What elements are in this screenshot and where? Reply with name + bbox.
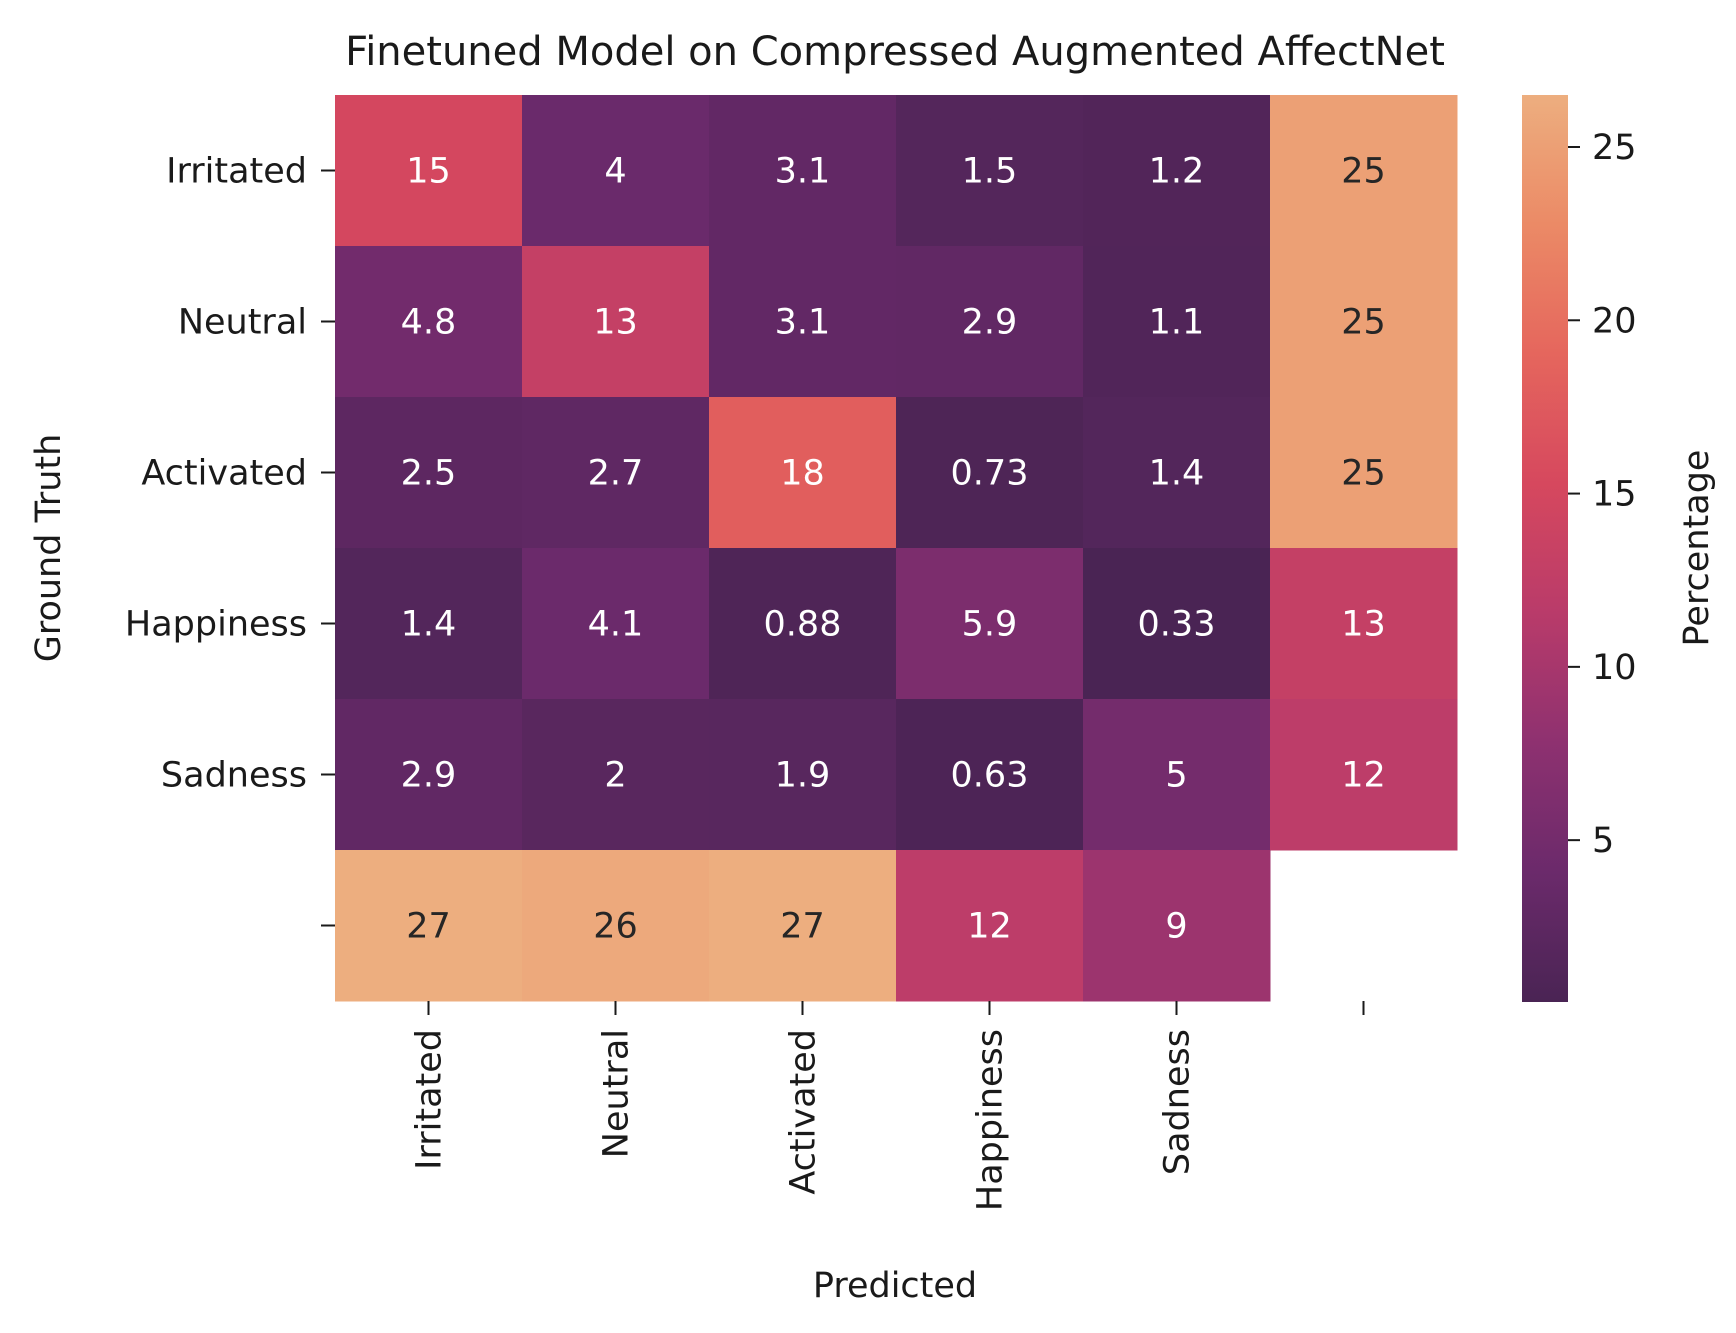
heatmap-cell [709, 246, 897, 398]
cell-value-label: 25 [1341, 454, 1386, 494]
y-tick-label: Neutral [178, 303, 307, 343]
cell-value-label: 5 [1165, 756, 1187, 796]
heatmap-cell [522, 850, 710, 1002]
cell-value-label: 0.73 [951, 454, 1029, 494]
heatmap-cell [709, 850, 897, 1002]
cell-value-label: 25 [1341, 152, 1386, 192]
heatmap-cell [709, 548, 897, 700]
y-tick-label: Irritated [166, 152, 307, 192]
cell-value-label: 18 [780, 454, 825, 494]
heatmap-cell [1270, 95, 1458, 247]
y-tick-label: Sadness [161, 756, 307, 796]
heatmap-cell [522, 95, 710, 247]
heatmap-cell [1270, 699, 1458, 851]
x-tick-label: Sadness [1158, 1029, 1198, 1175]
heatmap-cell [896, 850, 1084, 1002]
cell-value-label: 15 [406, 152, 451, 192]
x-axis-label: Predicted [813, 1266, 977, 1306]
x-tick-label: Irritated [410, 1029, 450, 1170]
heatmap-cell [335, 246, 523, 398]
cell-value-label: 0.33 [1138, 605, 1216, 645]
heatmap-cell [1083, 850, 1271, 1002]
cell-value-label: 3.1 [775, 152, 831, 192]
cell-value-label: 2.9 [962, 303, 1018, 343]
cell-value-label: 9 [1165, 907, 1187, 947]
cell-value-label: 12 [967, 907, 1012, 947]
heatmap-cell [709, 95, 897, 247]
cell-value-label: 2 [604, 756, 626, 796]
colorbar-tick-label: 5 [1592, 821, 1614, 861]
y-tick-label: Activated [141, 454, 307, 494]
cell-value-labels: 15 4 3.1 1.5 1.2 254.8 13 3.1 2.9 1.1 252.5 2.7 18 0.… [401, 152, 1386, 947]
heatmap-cell [1270, 397, 1458, 549]
cell-value-label: 12 [1341, 756, 1386, 796]
heatmap-cell [1083, 246, 1271, 398]
heatmap-cell [896, 548, 1084, 700]
heatmap-cell [1083, 548, 1271, 700]
colorbar-tick-label: 20 [1592, 301, 1637, 341]
heatmap-cell [709, 699, 897, 851]
y-tick-label: Happiness [125, 605, 307, 645]
y-axis-label: Ground Truth [29, 434, 69, 663]
colorbar-label: Percentage [1677, 450, 1717, 647]
cell-value-label: 2.9 [401, 756, 457, 796]
x-tick-label: Happiness [971, 1029, 1011, 1211]
heatmap-cells [335, 95, 1458, 1002]
cell-value-label: 5.9 [962, 605, 1018, 645]
heatmap-cell [896, 246, 1084, 398]
heatmap-cell [522, 699, 710, 851]
cell-value-label: 1.9 [775, 756, 831, 796]
heatmap-cell [896, 397, 1084, 549]
cell-value-label: 27 [406, 907, 451, 947]
colorbar-tick-label: 15 [1592, 475, 1637, 515]
cell-value-label: 1.4 [1149, 454, 1205, 494]
heatmap-cell [709, 397, 897, 549]
x-tick-label: Neutral [597, 1029, 637, 1158]
cell-value-label: 1.4 [401, 605, 457, 645]
cell-value-label: 2.5 [401, 454, 457, 494]
cell-value-label: 26 [593, 907, 638, 947]
cell-value-label: 1.2 [1149, 152, 1205, 192]
heatmap-cell [896, 699, 1084, 851]
heatmap-cell [1270, 548, 1458, 700]
colorbar-tick-label: 10 [1592, 648, 1637, 688]
heatmap-cell [1270, 246, 1458, 398]
heatmap-cell [335, 95, 523, 247]
cell-value-label: 1.1 [1149, 303, 1205, 343]
heatmap-cell [335, 850, 523, 1002]
colorbar [1522, 95, 1568, 1002]
heatmap-cell [335, 397, 523, 549]
colorbar-ticks: 5 10 15 20 25 [1568, 128, 1637, 861]
colorbar-tick-label: 25 [1592, 128, 1637, 168]
heatmap-cell [1083, 95, 1271, 247]
cell-value-label: 13 [593, 303, 638, 343]
heatmap-cell [522, 397, 710, 549]
cell-value-label: 0.63 [951, 756, 1029, 796]
x-tick-label: Activated [784, 1029, 824, 1195]
heatmap-cell [335, 548, 523, 700]
y-axis-ticks: Irritated Neutral Activated Happiness Sadnes… [125, 152, 335, 927]
heatmap-cell [1083, 397, 1271, 549]
cell-value-label: 27 [780, 907, 825, 947]
cell-value-label: 2.7 [588, 454, 644, 494]
cell-value-label: 25 [1341, 303, 1386, 343]
x-axis-ticks: Irritated Neutral Activated Happiness Sadnes… [410, 1001, 1365, 1211]
cell-value-label: 1.5 [962, 152, 1018, 192]
heatmap-cell [335, 699, 523, 851]
cell-value-label: 4.8 [401, 303, 457, 343]
cell-value-label: 13 [1341, 605, 1386, 645]
heatmap-cell [1083, 699, 1271, 851]
heatmap-cell [522, 548, 710, 700]
chart-title: Finetuned Model on Compressed Augmented … [345, 29, 1445, 75]
cell-value-label: 3.1 [775, 303, 831, 343]
cell-value-label: 0.88 [764, 605, 842, 645]
cell-value-label: 4 [604, 152, 626, 192]
heatmap-cell [896, 95, 1084, 247]
heatmap-cell [522, 246, 710, 398]
cell-value-label: 4.1 [588, 605, 644, 645]
